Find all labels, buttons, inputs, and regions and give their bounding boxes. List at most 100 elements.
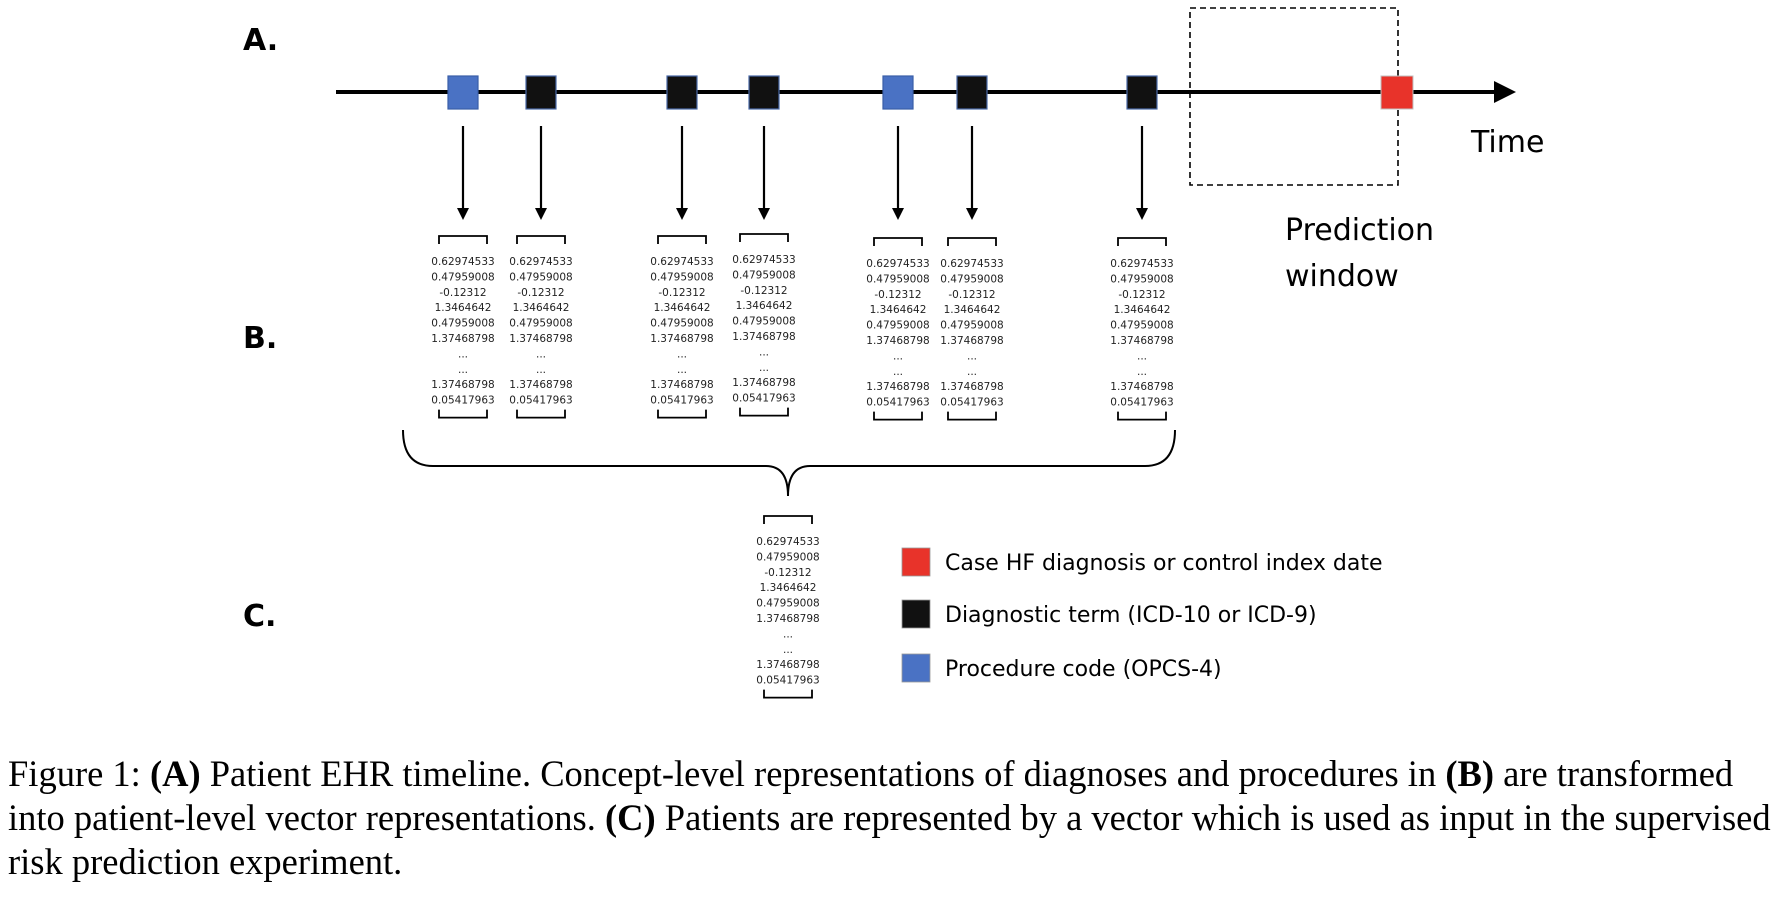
concept-vector: 0.62974533 0.47959008 -0.12312 1.3464642 0.4… <box>509 235 573 419</box>
vector-bottom-bracket <box>739 407 789 417</box>
legend-swatch <box>901 599 931 629</box>
vector-value: 1.37468798 <box>866 381 929 393</box>
event-arrow-head <box>676 208 688 220</box>
vector-value: 0.62974533 <box>509 256 572 268</box>
vector-value: 0.05417963 <box>756 675 819 687</box>
vector-value: 0.47959008 <box>940 273 1003 285</box>
vector-value: 1.37468798 <box>866 335 929 347</box>
panel-label-b: B. <box>243 321 277 356</box>
vector-value: 1.3464642 <box>654 302 711 314</box>
vector-top-bracket <box>763 515 813 524</box>
vector-value: ... <box>458 364 468 376</box>
vector-value: -0.12312 <box>764 567 811 579</box>
vector-value: 1.3464642 <box>435 302 492 314</box>
vector-value: -0.12312 <box>874 289 921 301</box>
caption-b-bold: (B) <box>1445 753 1494 794</box>
event-arrow-head <box>892 208 904 220</box>
vector-bottom-bracket <box>947 411 997 421</box>
vector-value: ... <box>677 364 687 376</box>
vector-value: -0.12312 <box>948 289 995 301</box>
legend-label: Procedure code (OPCS-4) <box>945 657 1222 682</box>
event-arrow-head <box>535 208 547 220</box>
vector-value: 1.37468798 <box>940 381 1003 393</box>
vector-value: 0.47959008 <box>509 271 572 283</box>
caption-part2: are transformed into patient-level vecto… <box>8 753 1734 838</box>
diagnostic-event-marker <box>525 75 557 110</box>
legend: Case HF diagnosis or control index date D… <box>901 547 1383 683</box>
vector-value: ... <box>536 348 546 360</box>
diagnostic-event-marker <box>956 75 988 110</box>
vector-value: 1.37468798 <box>650 379 713 391</box>
vector-value: 0.47959008 <box>732 269 795 281</box>
vector-value: 1.37468798 <box>732 377 795 389</box>
vector-value: 0.62974533 <box>732 254 795 266</box>
legend-swatch <box>901 653 931 683</box>
legend-label: Diagnostic term (ICD-10 or ICD-9) <box>945 603 1317 628</box>
vector-value: 0.05417963 <box>866 397 929 409</box>
vector-value: -0.12312 <box>740 285 787 297</box>
vector-value: -0.12312 <box>439 287 486 299</box>
vector-value: -0.12312 <box>517 287 564 299</box>
vector-value: 0.47959008 <box>940 320 1003 332</box>
diagnostic-event-marker <box>748 75 780 110</box>
event-arrow-head <box>966 208 978 220</box>
legend-label: Case HF diagnosis or control index date <box>945 551 1383 576</box>
vector-top-bracket <box>1117 237 1167 246</box>
caption-prefix: Figure 1: <box>8 753 150 794</box>
ehr-timeline-diagram: A. B. C. Time Prediction window 0.629745… <box>243 7 1544 699</box>
vector-value: 0.62974533 <box>866 258 929 270</box>
vector-value: 1.37468798 <box>732 331 795 343</box>
vector-value: 0.05417963 <box>431 395 494 407</box>
concept-vector: 0.62974533 0.47959008 -0.12312 1.3464642 0.4… <box>732 233 796 417</box>
vector-value: 1.37468798 <box>431 379 494 391</box>
legend-swatch <box>901 547 931 577</box>
vector-value: ... <box>759 346 769 358</box>
vector-value: 0.47959008 <box>431 318 494 330</box>
vector-value: 1.37468798 <box>756 613 819 625</box>
patient-vector: 0.62974533 0.47959008 -0.12312 1.3464642 0.4… <box>756 515 820 699</box>
diagnostic-event-marker <box>1126 75 1158 110</box>
vector-bottom-bracket <box>763 689 813 699</box>
vector-value: 1.37468798 <box>1110 335 1173 347</box>
vector-top-bracket <box>739 233 789 242</box>
vector-value: ... <box>893 350 903 362</box>
vector-value: ... <box>1137 350 1147 362</box>
vector-value: ... <box>967 350 977 362</box>
vector-value: 0.47959008 <box>650 271 713 283</box>
vector-value: 1.3464642 <box>736 300 793 312</box>
vector-bottom-bracket <box>873 411 923 421</box>
vector-value: ... <box>1137 366 1147 378</box>
vector-bottom-bracket <box>657 409 707 419</box>
vector-value: 1.37468798 <box>509 379 572 391</box>
vector-bottom-bracket <box>438 409 488 419</box>
vector-value: 1.3464642 <box>1114 304 1171 316</box>
vector-value: 0.05417963 <box>940 397 1003 409</box>
caption-part1: Patient EHR timeline. Concept-level repr… <box>200 753 1446 794</box>
concept-vectors: 0.62974533 0.47959008 -0.12312 1.3464642 0.4… <box>431 233 1174 421</box>
event-arrow-head <box>758 208 770 220</box>
vector-value: ... <box>783 628 793 640</box>
vector-value: ... <box>458 348 468 360</box>
vector-top-bracket <box>516 235 566 244</box>
concept-vector: 0.62974533 0.47959008 -0.12312 1.3464642 0.4… <box>431 235 495 419</box>
vector-value: 1.3464642 <box>944 304 1001 316</box>
timeline-events <box>447 75 1158 110</box>
prediction-window-label-line1: Prediction <box>1285 213 1434 248</box>
vector-value: ... <box>536 364 546 376</box>
timeline-arrowhead <box>1494 81 1516 103</box>
vector-value: ... <box>677 348 687 360</box>
concept-vector: 0.62974533 0.47959008 -0.12312 1.3464642 0.4… <box>940 237 1004 421</box>
concept-vector: 0.62974533 0.47959008 -0.12312 1.3464642 0.4… <box>1110 237 1174 421</box>
vector-bottom-bracket <box>516 409 566 419</box>
legend-item: Procedure code (OPCS-4) <box>901 653 1222 683</box>
concept-vector: 0.62974533 0.47959008 -0.12312 1.3464642 0.4… <box>756 515 820 699</box>
vector-value: 0.47959008 <box>431 271 494 283</box>
vector-value: 0.47959008 <box>650 318 713 330</box>
vector-value: 0.05417963 <box>509 395 572 407</box>
vector-value: 0.47959008 <box>1110 273 1173 285</box>
vector-value: 1.3464642 <box>513 302 570 314</box>
caption-c-bold: (C) <box>604 797 656 838</box>
panel-label-a: A. <box>243 23 278 58</box>
vector-top-bracket <box>947 237 997 246</box>
vector-value: 0.05417963 <box>650 395 713 407</box>
